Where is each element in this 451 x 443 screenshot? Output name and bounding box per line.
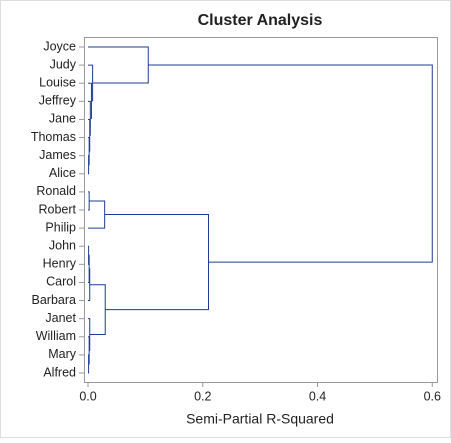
- x-axis-label: Semi-Partial R-Squared: [186, 411, 334, 427]
- dendrogram-link: [148, 64, 433, 263]
- leaf-label: John: [49, 239, 76, 253]
- leaf-label: Barbara: [32, 293, 77, 307]
- dendrogram-link: [88, 318, 91, 351]
- leaf-label: Mary: [48, 347, 77, 361]
- leaf-label: Philip: [45, 220, 76, 234]
- dendrogram-link: [88, 118, 91, 152]
- x-tick-label: 0.4: [309, 389, 326, 403]
- leaf-label: Judy: [50, 57, 77, 71]
- leaf-label: Thomas: [31, 130, 76, 144]
- leaf-label: Jeffrey: [39, 94, 77, 108]
- leaf-label: Alfred: [43, 365, 76, 379]
- dendrogram-link: [88, 354, 90, 374]
- dendrogram-link: [104, 214, 210, 311]
- dendrogram-link: [88, 100, 91, 136]
- chart-title: Cluster Analysis: [198, 12, 323, 29]
- dendrogram-link: [88, 200, 106, 229]
- leaf-label: Jane: [49, 112, 76, 126]
- leaf-label: Ronald: [36, 184, 76, 198]
- dendrogram-link: [88, 46, 149, 84]
- leaf-label: Louise: [39, 76, 76, 90]
- x-tick-label: 0.0: [79, 389, 96, 403]
- dendrogram-link: [88, 245, 90, 265]
- dendrogram-link: [89, 284, 106, 336]
- x-tick-label: 0.2: [194, 389, 211, 403]
- leaf-label: Alice: [49, 166, 76, 180]
- leaf-label: Joyce: [43, 39, 76, 53]
- dendrogram-link: [88, 191, 90, 211]
- leaf-label: Janet: [45, 311, 76, 325]
- leaf-label: James: [39, 148, 76, 162]
- leaf-label: William: [36, 329, 76, 343]
- leaf-label: Carol: [46, 275, 76, 289]
- dendrogram-link: [88, 155, 90, 175]
- dendrogram-link: [88, 268, 91, 302]
- plot-frame: [84, 37, 438, 383]
- leaf-label: Henry: [43, 257, 77, 271]
- x-tick-label: 0.6: [424, 389, 441, 403]
- dendrogram-link: [88, 82, 92, 119]
- leaf-label: Robert: [38, 202, 76, 216]
